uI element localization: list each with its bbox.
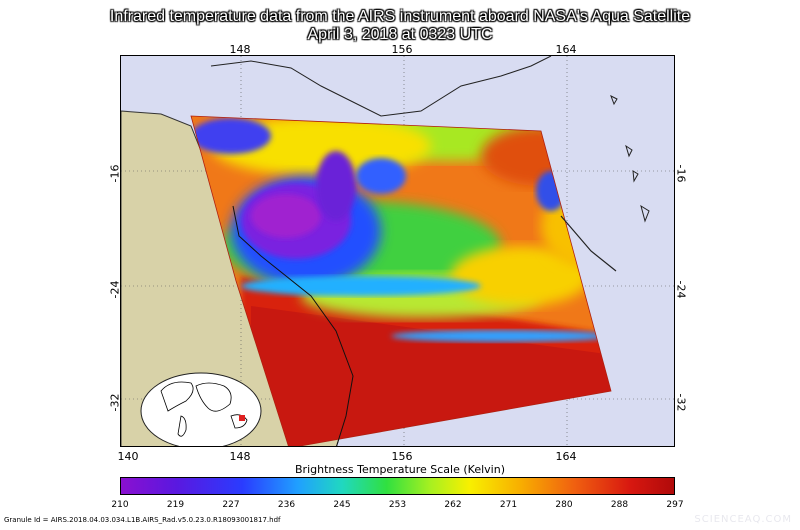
figure-subtitle: April 3, 2018 at 0323 UTC — [307, 26, 493, 43]
lon-tick-bottom-148: 148 — [229, 450, 251, 463]
colorbar-label: 271 — [499, 500, 518, 510]
colorbar-label: 227 — [222, 500, 240, 510]
lon-tick-bottom-164: 164 — [555, 450, 577, 463]
airs-swath — [191, 116, 611, 446]
swath-outline — [190, 115, 612, 446]
colorbar-label: 236 — [277, 500, 296, 510]
lat-tick-right-16: -16 — [674, 164, 688, 183]
map-frame — [120, 55, 675, 447]
lat-tick-right-32: -32 — [674, 393, 688, 412]
vanuatu-islands — [610, 94, 650, 223]
inset-region-marker — [239, 415, 245, 421]
colorbar-label: 288 — [610, 500, 629, 510]
lat-tick-right-24: -24 — [674, 280, 688, 299]
colorbar-label: 210 — [111, 500, 129, 510]
colorbar-label: 253 — [388, 500, 407, 510]
watermark: SCIENCEAQ.COM — [694, 514, 792, 525]
colorbar — [120, 477, 675, 495]
lon-tick-top-156: 156 — [391, 43, 413, 56]
granule-id: Granule Id = AIRS.2018.04.03.034.L1B.AIR… — [4, 516, 281, 524]
colorbar-label: 245 — [333, 500, 351, 510]
colorbar-label: 219 — [166, 500, 185, 510]
colorbar-label: 262 — [444, 500, 462, 510]
infrared-map — [121, 56, 674, 446]
figure-title: Infrared temperature data from the AIRS … — [109, 8, 691, 25]
lon-tick-top-164: 164 — [555, 43, 577, 56]
australia-coastline — [232, 205, 354, 446]
colorbar-label: 297 — [666, 500, 684, 510]
lon-tick-top-148: 148 — [229, 43, 251, 56]
colorbar-label: 280 — [555, 500, 573, 510]
papua-new-guinea-coast — [210, 56, 552, 117]
world-inset-map — [140, 372, 262, 446]
lon-tick-bottom-156: 156 — [391, 450, 413, 463]
new-caledonia — [560, 215, 617, 272]
lon-tick-bottom-140: 140 — [117, 450, 139, 463]
colorbar-title: Brightness Temperature Scale (Kelvin) — [295, 463, 505, 476]
